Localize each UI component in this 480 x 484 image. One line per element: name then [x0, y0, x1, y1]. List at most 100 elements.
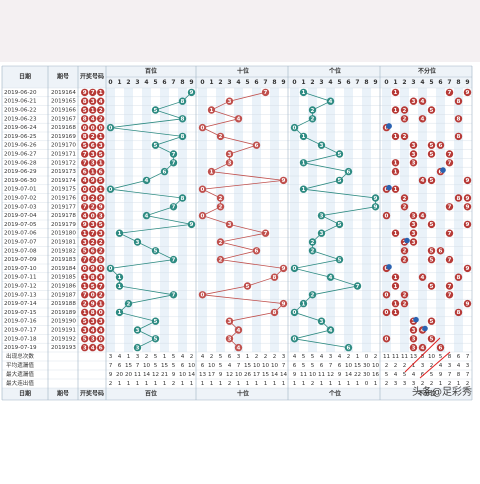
combined-digit: 8 [457, 134, 461, 140]
trend-ball [335, 255, 344, 264]
combined-ball [382, 308, 391, 317]
digit-header: 0 [200, 79, 204, 86]
footer-value: 2 [210, 354, 214, 360]
footer-value: 3 [136, 354, 140, 360]
combined-digit: 8 [457, 310, 461, 316]
winning-ball [81, 299, 89, 308]
combined-ball [409, 343, 418, 352]
footer-value: 9 [219, 372, 223, 378]
combined-ball [445, 88, 454, 97]
combined-digit: 7 [448, 293, 452, 299]
combined-digit: 9 [466, 196, 470, 202]
trend-digit: 5 [338, 178, 342, 184]
trend-digit: 2 [311, 117, 315, 123]
issue: 2019168 [51, 125, 76, 131]
winning-ball [97, 159, 105, 167]
trend-ball [151, 141, 160, 149]
issue: 2019171 [51, 152, 76, 158]
winning-digit: 4 [91, 328, 95, 334]
trend-digit: 3 [320, 213, 324, 219]
winning-digit: 3 [99, 231, 103, 237]
trend-digit: 4 [329, 99, 333, 105]
trend-ball [299, 159, 308, 167]
footer-value: 1 [127, 381, 131, 387]
winning-digit: 0 [83, 266, 87, 272]
combined-ball [391, 273, 400, 281]
winning-digit: 1 [83, 310, 87, 316]
combined-digit: 5 [430, 284, 434, 290]
digit-header: 3 [227, 79, 231, 86]
footer-value: 10 [345, 363, 353, 369]
combined-ball [463, 220, 472, 229]
winning-digit: 5 [83, 337, 87, 343]
combined-digit: 6 [439, 143, 443, 149]
trend-ball [279, 299, 288, 308]
combined-ball [463, 88, 472, 97]
winning-digit: 1 [99, 187, 103, 193]
trend-ball [178, 132, 187, 141]
combined-digit: 4 [421, 275, 425, 281]
combined-ball [391, 308, 400, 317]
combined-ball [391, 159, 400, 167]
footer-value: 2 [228, 381, 232, 387]
combined-ball [427, 106, 436, 114]
trend-ball [115, 308, 124, 317]
winning-digit: 7 [91, 231, 95, 237]
issue: 2019165 [51, 99, 76, 105]
trend-digit: 0 [109, 187, 113, 193]
footer-value: 1 [190, 381, 194, 387]
issue: 2019170 [51, 143, 76, 149]
repeat-ball [386, 184, 392, 191]
footer-value: 4 [320, 354, 324, 360]
footer-value: 11 [401, 354, 409, 360]
trend-digit: 2 [311, 240, 315, 246]
combined-digit: 1 [394, 161, 398, 167]
winning-digit: 6 [91, 249, 95, 255]
combined-digit: 2 [403, 240, 407, 246]
winning-digit: 2 [99, 249, 103, 255]
footer-value: 6 [457, 354, 461, 360]
footer-value: 2 [347, 354, 351, 360]
winning-ball [97, 238, 105, 246]
footer-value: 2 [421, 381, 425, 387]
combined-ball [391, 185, 400, 193]
footer-value: 10 [179, 372, 187, 378]
trend-ball [225, 159, 234, 167]
digit-header: 9 [465, 79, 469, 86]
footer-value: 11 [383, 354, 391, 360]
winning-digit: 1 [99, 134, 103, 140]
winning-ball [89, 97, 97, 105]
footer-value: 8 [448, 354, 452, 360]
digit-header: 1 [393, 79, 397, 86]
issue: 2019184 [51, 266, 76, 272]
winning-ball [81, 203, 89, 211]
winning-ball [81, 308, 89, 317]
trend-digit: 4 [329, 328, 333, 334]
footer-value: 26 [244, 372, 252, 378]
trend-digit: 2 [219, 205, 223, 211]
footer-value: 9 [109, 372, 113, 378]
combined-digit: 7 [448, 161, 452, 167]
combined-digit: 9 [466, 205, 470, 211]
combined-ball [409, 229, 418, 237]
combined-digit: 7 [448, 284, 452, 290]
winning-ball [89, 159, 97, 167]
footer-value: 30 [363, 363, 371, 369]
date: 2019-06-27 [4, 152, 37, 158]
combined-ball [409, 335, 418, 343]
winning-ball [97, 97, 105, 105]
combined-digit: 3 [412, 337, 416, 343]
trend-ball [335, 176, 344, 185]
combined-digit: 2 [403, 196, 407, 202]
combined-digit: 9 [466, 266, 470, 272]
trend-digit: 7 [172, 205, 176, 211]
trend-digit: 1 [210, 169, 214, 175]
trend-ball [216, 238, 225, 246]
trend-digit: 3 [228, 99, 232, 105]
trend-digit: 2 [311, 293, 315, 299]
trend-digit: 4 [145, 178, 149, 184]
winning-digit: 2 [91, 257, 95, 263]
winning-digit: 1 [91, 169, 95, 175]
combined-ball [400, 247, 409, 255]
trend-ball [160, 167, 169, 176]
